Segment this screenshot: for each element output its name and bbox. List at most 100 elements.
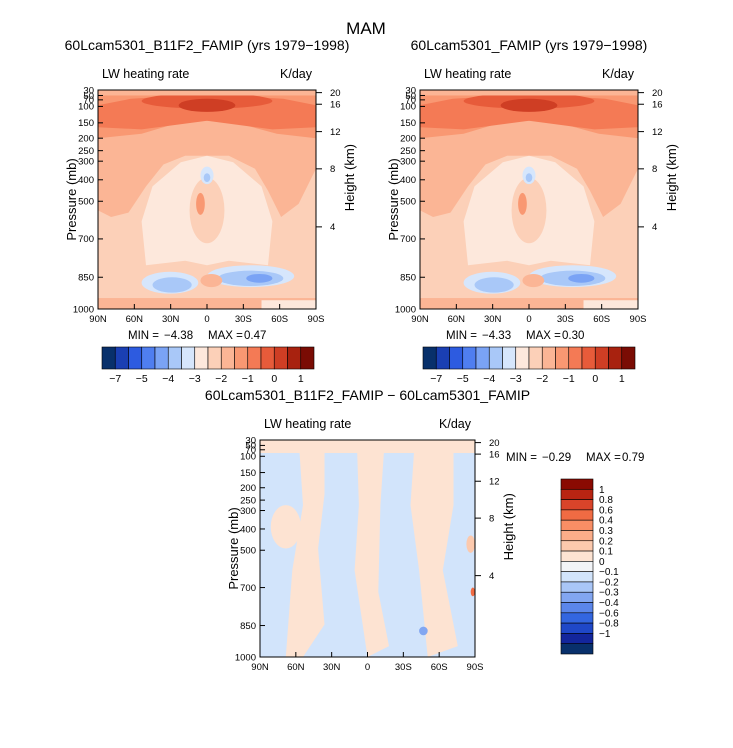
y-tick-label: 70	[405, 95, 416, 106]
colorbar-label: −1	[599, 629, 611, 640]
y-tick-label: 50	[405, 91, 416, 102]
max-value: 0.47	[244, 330, 266, 342]
units-label: K/day	[602, 67, 635, 81]
y-tick-label: 700	[78, 234, 94, 245]
y-tick-label: 200	[240, 483, 256, 494]
x-tick-label: 30S	[395, 662, 412, 673]
height-tick-label: 20	[330, 88, 341, 99]
height-tick-label: 16	[489, 449, 500, 460]
variable-label: LW heating rate	[264, 417, 351, 431]
max-label: MAX =	[526, 330, 561, 342]
y-tick-label: 250	[400, 146, 416, 157]
y-tick-label: 700	[400, 234, 416, 245]
diff-positive-patch	[270, 505, 301, 549]
colorbar-swatch	[621, 346, 636, 370]
colorbar-label: 1	[599, 485, 605, 496]
x-tick-label: 60N	[126, 314, 144, 325]
x-tick-label: 30N	[323, 662, 341, 673]
colorbar-swatch	[167, 346, 182, 370]
y-axis-right-title: Height (km)	[501, 493, 516, 560]
y-tick-label: 500	[240, 546, 256, 557]
y-tick-label: 500	[78, 197, 94, 208]
field-cool-low-north-inner	[474, 277, 514, 293]
colorbar-swatch	[128, 346, 143, 370]
y-tick-label: 50	[83, 91, 94, 102]
height-tick-label: 4	[330, 222, 335, 233]
colorbar-swatch	[560, 478, 594, 490]
height-tick-label: 4	[652, 222, 657, 233]
field-cool-low-north-inner	[152, 277, 192, 293]
y-tick-label: 300	[78, 156, 94, 167]
colorbar-label: 1	[619, 373, 625, 385]
field-top-strip	[420, 90, 638, 96]
x-tick-label: 0	[526, 314, 531, 325]
colorbar-swatch	[435, 346, 450, 370]
y-tick-label: 150	[240, 468, 256, 479]
colorbar-swatch	[581, 346, 596, 370]
colorbar-swatch	[234, 346, 249, 370]
colorbar-swatch	[273, 346, 288, 370]
colorbar-swatch	[220, 346, 235, 370]
colorbar-label: −4	[162, 373, 174, 385]
y-axis-title: Pressure (mb)	[386, 158, 401, 240]
colorbar-label: −1	[242, 373, 254, 385]
panel-title: 60Lcam5301_B11F2_FAMIP (yrs 1979−1998)	[65, 37, 350, 53]
y-tick-label: 250	[78, 146, 94, 157]
colorbar-label: 0.6	[599, 505, 613, 516]
colorbar: 10.80.60.40.30.20.10−0.1−0.2−0.3−0.4−0.6…	[560, 478, 619, 655]
diff-positive-band-equator	[354, 440, 389, 657]
colorbar-swatch	[560, 499, 594, 511]
field-tropical-warm-core	[518, 192, 527, 215]
colorbar-swatch	[560, 612, 594, 624]
colorbar-label: −4	[483, 373, 495, 385]
x-tick-label: 90S	[308, 314, 325, 325]
colorbar-swatch	[181, 346, 196, 370]
height-tick-label: 4	[489, 571, 494, 582]
height-tick-label: 12	[330, 127, 341, 138]
y-tick-label: 400	[78, 175, 94, 186]
x-tick-label: 60S	[431, 662, 448, 673]
panel-title: 60Lcam5301_FAMIP (yrs 1979−1998)	[411, 37, 648, 53]
diff-max-edge	[470, 587, 475, 597]
colorbar-swatch	[502, 346, 517, 370]
diff-positive-edge	[466, 535, 475, 553]
colorbar-swatch	[560, 571, 594, 583]
field-cool-low-core	[246, 273, 273, 283]
colorbar-swatch	[449, 346, 464, 370]
field-surface-strip	[420, 298, 638, 309]
height-tick-label: 8	[330, 164, 335, 175]
units-label: K/day	[280, 67, 313, 81]
y-tick-label: 100	[78, 102, 94, 113]
field-maximum-core	[178, 98, 236, 112]
colorbar-swatch	[114, 346, 129, 370]
colorbar: −7 −5 −4 −3 −2 −1 0 1	[101, 346, 315, 385]
colorbar-swatch	[560, 602, 594, 614]
colorbar-swatch	[541, 346, 556, 370]
colorbar-swatch	[154, 346, 169, 370]
colorbar-label: −7	[430, 373, 442, 385]
height-tick-label: 16	[330, 100, 341, 111]
height-tick-label: 16	[652, 100, 663, 111]
colorbar-swatch	[560, 488, 594, 500]
y-tick-label: 200	[400, 133, 416, 144]
colorbar-swatch	[247, 346, 262, 370]
y-tick-label: 700	[240, 583, 256, 594]
colorbar-swatch	[207, 346, 222, 370]
variable-label: LW heating rate	[102, 67, 189, 81]
y-tick-label: 150	[400, 118, 416, 129]
contour-field	[420, 90, 638, 309]
diff-positive-band-south	[410, 440, 458, 657]
y-tick-label: 1000	[395, 304, 416, 315]
colorbar-label: −0.3	[599, 588, 619, 599]
colorbar-swatch	[560, 530, 594, 542]
colorbar-swatch	[475, 346, 490, 370]
colorbar-swatch	[287, 346, 302, 370]
colorbar-label: 0.1	[599, 547, 613, 558]
units-label: K/day	[439, 417, 472, 431]
y-tick-label: 150	[78, 118, 94, 129]
colorbar-swatch	[560, 581, 594, 593]
field-top-strip	[98, 90, 316, 96]
y-tick-label: 30	[405, 85, 416, 96]
y-tick-label: 400	[400, 175, 416, 186]
figure-title: MAM	[346, 19, 386, 38]
